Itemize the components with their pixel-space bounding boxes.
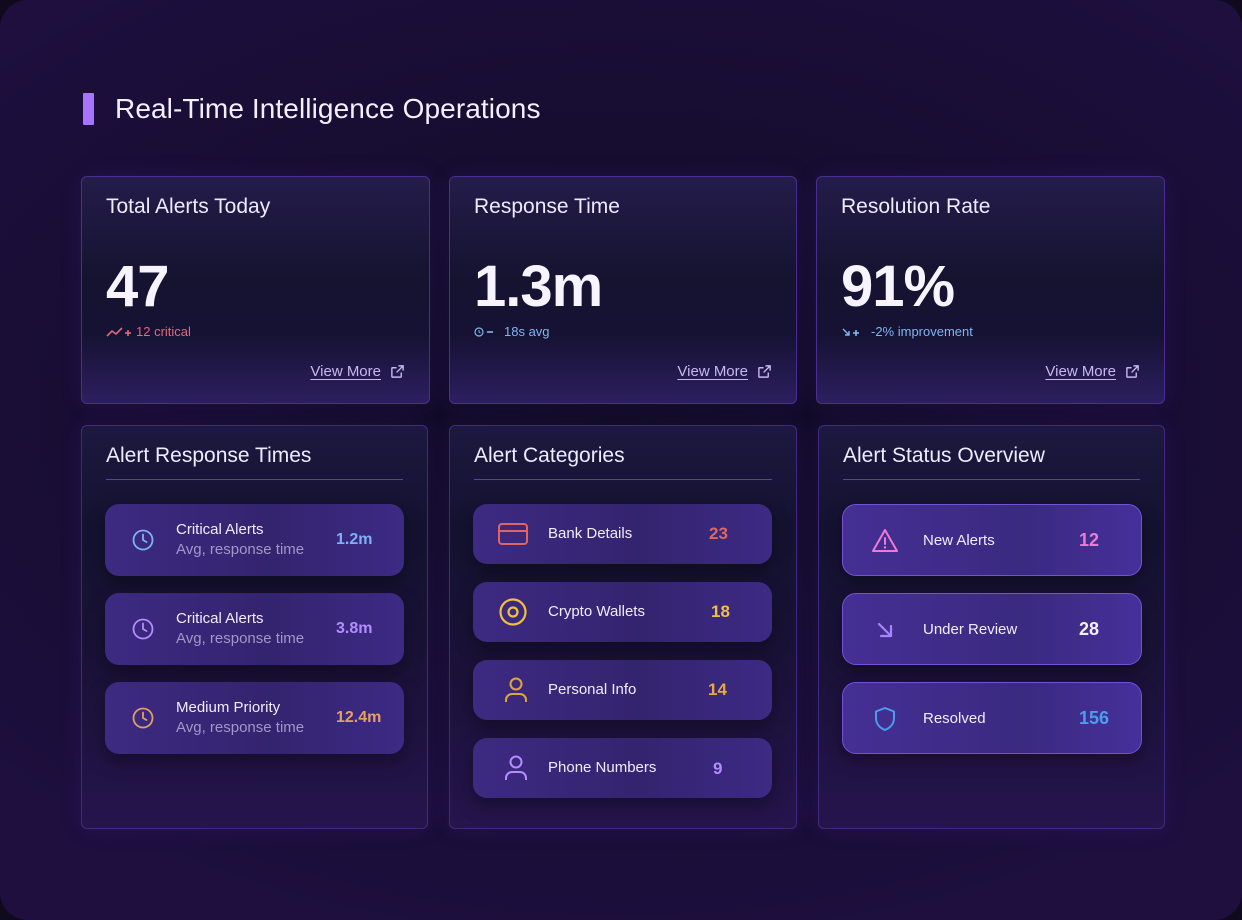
category-label: Personal Info (548, 681, 637, 698)
status-row-resolved[interactable]: Resolved 156 (842, 682, 1142, 754)
response-times-panel: Alert Response Times Critical Alerts Avg… (81, 425, 428, 829)
category-row-phone-numbers[interactable]: Phone Numbers 9 (473, 738, 772, 798)
panel-title: Alert Response Times (106, 444, 312, 467)
row-subtitle: Avg, response time (176, 541, 305, 558)
category-row-personal-info[interactable]: Personal Info 14 (473, 660, 772, 720)
page-title: Real-Time Intelligence Operations (115, 92, 541, 124)
status-count: 156 (1079, 708, 1110, 728)
metric-sub: -2% improvement (841, 324, 973, 339)
metric-card-response-time: Response Time 1.3m 18s avg View More (449, 176, 797, 404)
metric-title: Response Time (474, 195, 620, 218)
user-icon (505, 677, 527, 702)
metric-sub: 12 critical (106, 324, 191, 339)
view-more-link[interactable]: View More (1045, 363, 1140, 380)
shield-icon (875, 707, 895, 731)
trend-up-plus-icon (106, 326, 131, 337)
response-row[interactable]: Critical Alerts Avg, response time 1.2m (105, 504, 404, 576)
response-row[interactable]: Critical Alerts Avg, response time 3.8m (105, 593, 404, 665)
status-label: New Alerts (923, 532, 995, 549)
category-row-crypto-wallets[interactable]: Crypto Wallets 18 (473, 582, 772, 642)
clock-icon (132, 707, 154, 729)
row-value: 3.8m (336, 620, 373, 637)
clock-icon (132, 618, 154, 640)
warning-triangle-icon (872, 529, 898, 552)
status-label: Resolved (923, 710, 986, 727)
view-more-label: View More (677, 363, 748, 380)
user-icon (505, 755, 527, 780)
row-subtitle: Avg, response time (176, 719, 305, 736)
header-accent-bar (83, 92, 94, 125)
metric-card-total-alerts: Total Alerts Today 47 12 critical View M… (81, 176, 430, 404)
row-title: Medium Priority (176, 699, 281, 716)
metric-card-resolution-rate: Resolution Rate 91% -2% improvement View… (816, 176, 1165, 404)
metric-sub-text: 12 critical (136, 324, 191, 339)
row-subtitle: Avg, response time (176, 630, 305, 647)
metric-sub-text: 18s avg (504, 324, 550, 339)
metric-value: 1.3m (474, 254, 603, 319)
status-row-new-alerts[interactable]: New Alerts 12 (842, 504, 1142, 576)
category-count: 18 (711, 602, 730, 621)
metric-title: Resolution Rate (841, 195, 991, 218)
metric-value: 47 (106, 254, 170, 319)
panel-divider (106, 479, 403, 480)
status-label: Under Review (923, 621, 1018, 638)
category-count: 23 (709, 524, 728, 543)
category-row-bank-details[interactable]: Bank Details 23 (473, 504, 772, 564)
panel-title: Alert Categories (474, 444, 625, 467)
row-title: Critical Alerts (176, 610, 264, 627)
page-header: Real-Time Intelligence Operations (83, 92, 541, 125)
metric-title: Total Alerts Today (106, 195, 271, 218)
status-count: 28 (1079, 619, 1100, 639)
category-count: 14 (708, 680, 727, 699)
arrow-down-right-plus-icon (842, 328, 859, 336)
category-label: Phone Numbers (548, 759, 657, 776)
metric-sub: 18s avg (474, 324, 550, 339)
status-row-under-review[interactable]: Under Review 28 (842, 593, 1142, 665)
clock-minus-icon (474, 326, 493, 337)
arrow-down-right-icon (877, 622, 893, 638)
coin-icon (499, 598, 527, 626)
category-label: Crypto Wallets (548, 603, 645, 620)
row-value: 12.4m (336, 709, 382, 726)
panel-divider (843, 479, 1140, 480)
categories-panel: Alert Categories Bank Details 23 Crypto … (449, 425, 797, 829)
view-more-label: View More (310, 363, 381, 380)
credit-card-icon (498, 523, 528, 545)
external-link-icon (1126, 365, 1139, 378)
status-count: 12 (1079, 530, 1100, 550)
clock-icon (132, 529, 154, 551)
view-more-link[interactable]: View More (677, 363, 772, 380)
view-more-label: View More (1045, 363, 1116, 380)
view-more-link[interactable]: View More (310, 363, 405, 380)
category-label: Bank Details (548, 525, 633, 542)
category-count: 9 (713, 759, 723, 778)
external-link-icon (758, 365, 771, 378)
panel-divider (474, 479, 772, 480)
row-title: Critical Alerts (176, 521, 264, 538)
metric-value: 91% (841, 254, 955, 319)
status-panel: Alert Status Overview New Alerts 12 Unde… (818, 425, 1165, 829)
metric-sub-text: -2% improvement (871, 324, 973, 339)
external-link-icon (391, 365, 404, 378)
response-row[interactable]: Medium Priority Avg, response time 12.4m (105, 682, 404, 754)
row-value: 1.2m (336, 531, 373, 548)
panel-title: Alert Status Overview (843, 444, 1045, 467)
